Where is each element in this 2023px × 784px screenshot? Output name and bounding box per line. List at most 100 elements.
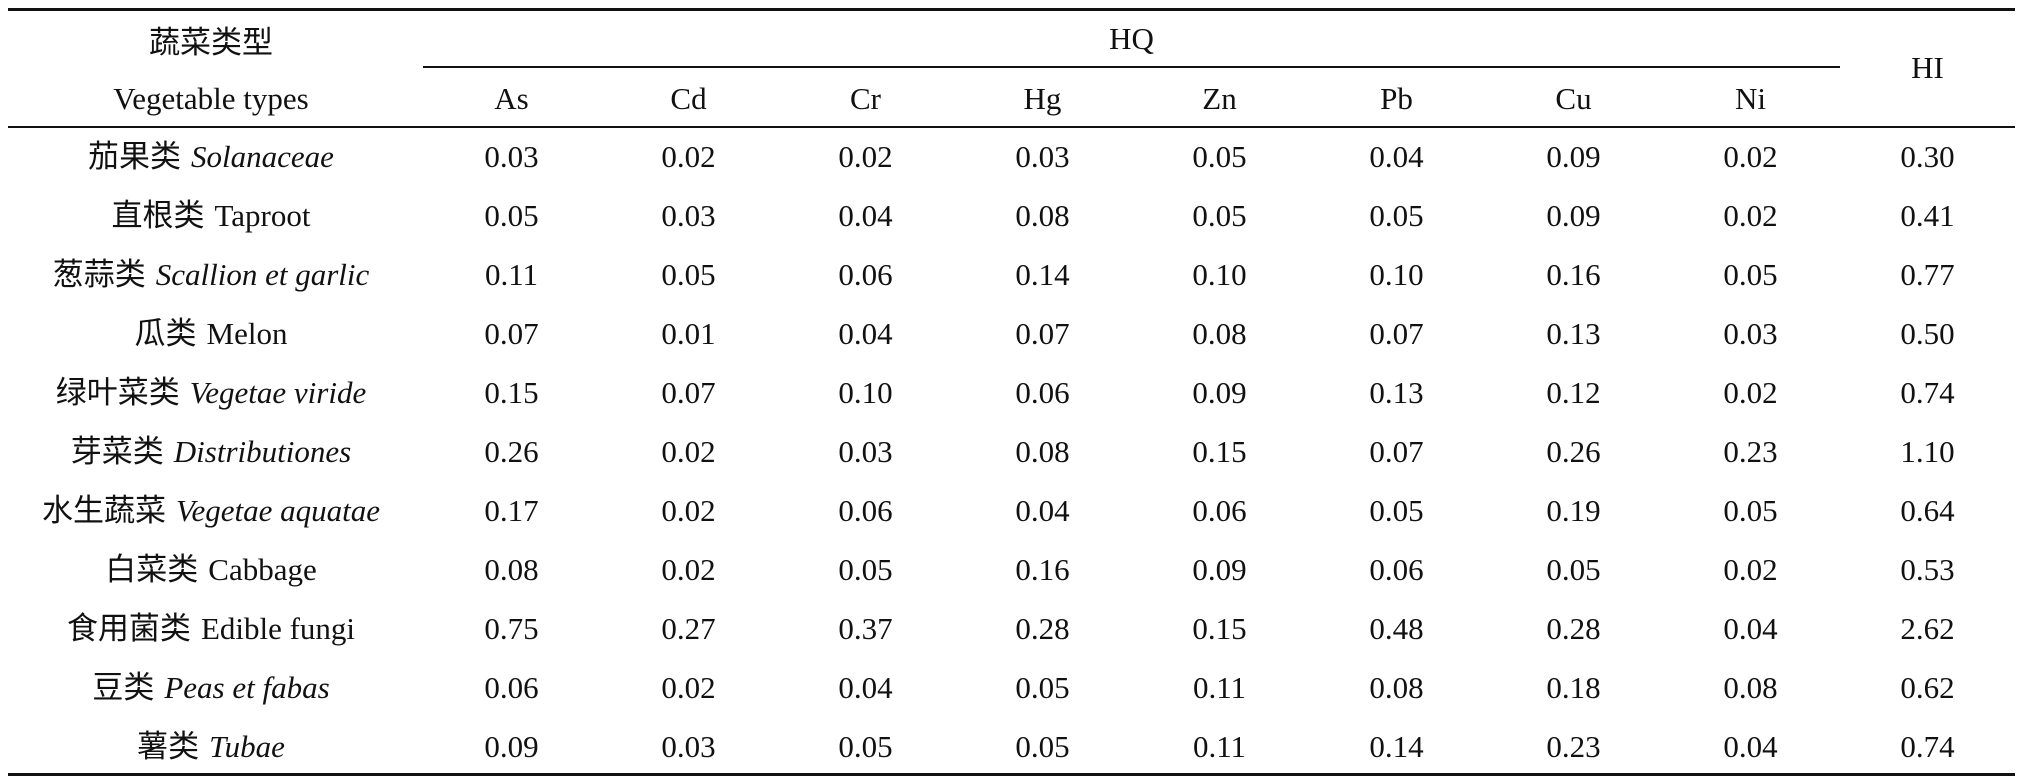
vegetable-type-en: Cabbage	[208, 552, 317, 587]
hq-value-cell: 0.04	[1369, 139, 1424, 174]
hq-value-cell: 0.02	[661, 434, 716, 469]
hq-value-cell: 0.27	[661, 611, 716, 646]
hq-value-cell: 0.28	[1015, 611, 1070, 646]
hq-value-cell: 0.05	[838, 729, 893, 764]
hi-value-cell: 0.74	[1900, 729, 1955, 764]
vegetable-type-en: Peas et fabas	[164, 670, 330, 705]
hq-value-cell: 0.04	[838, 316, 893, 351]
vegetable-type-en: Vegetae viride	[189, 375, 367, 410]
hq-value-cell: 0.02	[661, 670, 716, 705]
table-row: 茄果类 Solanaceae 0.03 0.02 0.02 0.03 0.05 0.04 0.0…	[0, 127, 2023, 186]
hq-group-rule	[423, 66, 1840, 68]
vegetable-type-cn: 食用菌类	[66, 611, 191, 646]
header-rule	[8, 126, 2015, 128]
hq-value-cell: 0.11	[1192, 670, 1247, 705]
vegetable-type-en: Scallion et garlic	[155, 257, 370, 292]
hq-value-cell: 0.14	[1369, 729, 1424, 764]
vegetable-type-cn: 豆类	[92, 670, 155, 705]
hq-value-cell: 0.16	[1546, 257, 1601, 292]
hq-value-cell: 0.06	[484, 670, 539, 705]
hq-value-cell: 0.07	[661, 375, 716, 410]
hq-value-cell: 0.16	[1015, 552, 1070, 587]
vegetable-type-cell: 豆类 Peas et fabas	[8, 658, 414, 717]
hq-value-cell: 0.05	[838, 552, 893, 587]
hq-value-cell: 0.13	[1369, 375, 1424, 410]
hq-value-cell: 0.06	[1369, 552, 1424, 587]
hi-value-cell: 0.41	[1900, 198, 1955, 233]
header-hi: HI	[1911, 49, 1944, 85]
hq-value-cell: 0.08	[1015, 434, 1070, 469]
header-element-2: Cd	[670, 80, 707, 116]
hq-value-cell: 0.05	[661, 257, 716, 292]
hq-value-cell: 0.04	[1015, 493, 1070, 528]
hq-value-cell: 0.11	[1192, 729, 1247, 764]
vegetable-type-cell: 水生蔬菜 Vegetae aquatae	[8, 481, 414, 540]
hq-value-cell: 0.08	[1369, 670, 1424, 705]
vegetable-type-cell: 瓜类 Melon	[8, 304, 414, 363]
hq-value-cell: 0.02	[661, 493, 716, 528]
table-row: 水生蔬菜 Vegetae aquatae 0.17 0.02 0.06 0.04 0.06 0…	[0, 481, 2023, 540]
header-element-7: Cu	[1555, 80, 1592, 116]
hq-value-cell: 0.04	[838, 198, 893, 233]
hq-value-cell: 0.10	[1369, 257, 1424, 292]
hq-value-cell: 0.10	[838, 375, 893, 410]
vegetable-type-cell: 白菜类 Cabbage	[8, 540, 414, 599]
hq-value-cell: 0.05	[1723, 493, 1778, 528]
vegetable-type-cn: 直根类	[111, 198, 205, 233]
hq-value-cell: 0.04	[1723, 611, 1778, 646]
hq-value-cell: 0.07	[1015, 316, 1070, 351]
vegetable-type-en: Solanaceae	[191, 139, 334, 174]
hq-value-cell: 0.06	[838, 493, 893, 528]
hq-value-cell: 0.05	[1369, 198, 1424, 233]
hq-value-cell: 0.03	[838, 434, 893, 469]
header-element-3: Cr	[850, 80, 881, 116]
hq-value-cell: 0.05	[1192, 198, 1247, 233]
hq-value-cell: 0.15	[484, 375, 539, 410]
hq-value-cell: 0.08	[1723, 670, 1778, 705]
vegetable-type-cell: 茄果类 Solanaceae	[8, 127, 414, 186]
hq-value-cell: 0.07	[1369, 316, 1424, 351]
header-hq: HQ	[1109, 20, 1154, 56]
hq-value-cell: 0.09	[1546, 198, 1601, 233]
hq-value-cell: 0.13	[1546, 316, 1601, 351]
hq-value-cell: 0.09	[1192, 552, 1247, 587]
hq-value-cell: 0.05	[1192, 139, 1247, 174]
vegetable-type-cn: 葱蒜类	[52, 257, 146, 292]
hq-value-cell: 0.06	[838, 257, 893, 292]
vegetable-type-cell: 芽菜类 Distributiones	[8, 422, 414, 481]
hq-value-cell: 0.48	[1369, 611, 1424, 646]
hi-value-cell: 0.74	[1900, 375, 1955, 410]
header-element-4: Hg	[1023, 80, 1062, 116]
hq-value-cell: 0.14	[1015, 257, 1070, 292]
hq-value-cell: 0.05	[484, 198, 539, 233]
table-row: 食用菌类 Edible fungi 0.75 0.27 0.37 0.28 0.15 0.48…	[0, 599, 2023, 658]
hq-value-cell: 0.26	[1546, 434, 1601, 469]
hi-value-cell: 1.10	[1900, 434, 1955, 469]
hq-value-cell: 0.05	[1723, 257, 1778, 292]
hq-value-cell: 0.23	[1723, 434, 1778, 469]
hq-value-cell: 0.02	[661, 552, 716, 587]
hq-value-cell: 0.07	[1369, 434, 1424, 469]
vegetable-type-en: Taproot	[214, 198, 311, 233]
hq-value-cell: 0.75	[484, 611, 539, 646]
hq-value-cell: 0.07	[484, 316, 539, 351]
table-row: 豆类 Peas et fabas 0.06 0.02 0.04 0.05 0.11 0.08 0…	[0, 658, 2023, 717]
hq-value-cell: 0.28	[1546, 611, 1601, 646]
table-row: 薯类 Tubae 0.09 0.03 0.05 0.05 0.11 0.14 0.23 0.04 0…	[0, 717, 2023, 776]
vegetable-type-cell: 绿叶菜类 Vegetae viride	[8, 363, 414, 422]
hq-value-cell: 0.05	[1015, 729, 1070, 764]
vegetable-type-cn: 瓜类	[134, 316, 197, 351]
table-row: 芽菜类 Distributiones 0.26 0.02 0.03 0.08 0.15 0.0…	[0, 422, 2023, 481]
vegetable-type-cn: 薯类	[137, 729, 200, 764]
hq-value-cell: 0.10	[1192, 257, 1247, 292]
hq-value-cell: 0.03	[484, 139, 539, 174]
vegetable-type-cn: 茄果类	[88, 139, 182, 174]
hq-value-cell: 0.15	[1192, 434, 1247, 469]
hq-value-cell: 0.08	[1192, 316, 1247, 351]
vegetable-type-cn: 绿叶菜类	[55, 375, 180, 410]
hi-value-cell: 0.50	[1900, 316, 1955, 351]
hq-value-cell: 0.02	[661, 139, 716, 174]
hq-value-cell: 0.03	[661, 198, 716, 233]
hq-value-cell: 0.02	[1723, 139, 1778, 174]
hq-value-cell: 0.26	[484, 434, 539, 469]
